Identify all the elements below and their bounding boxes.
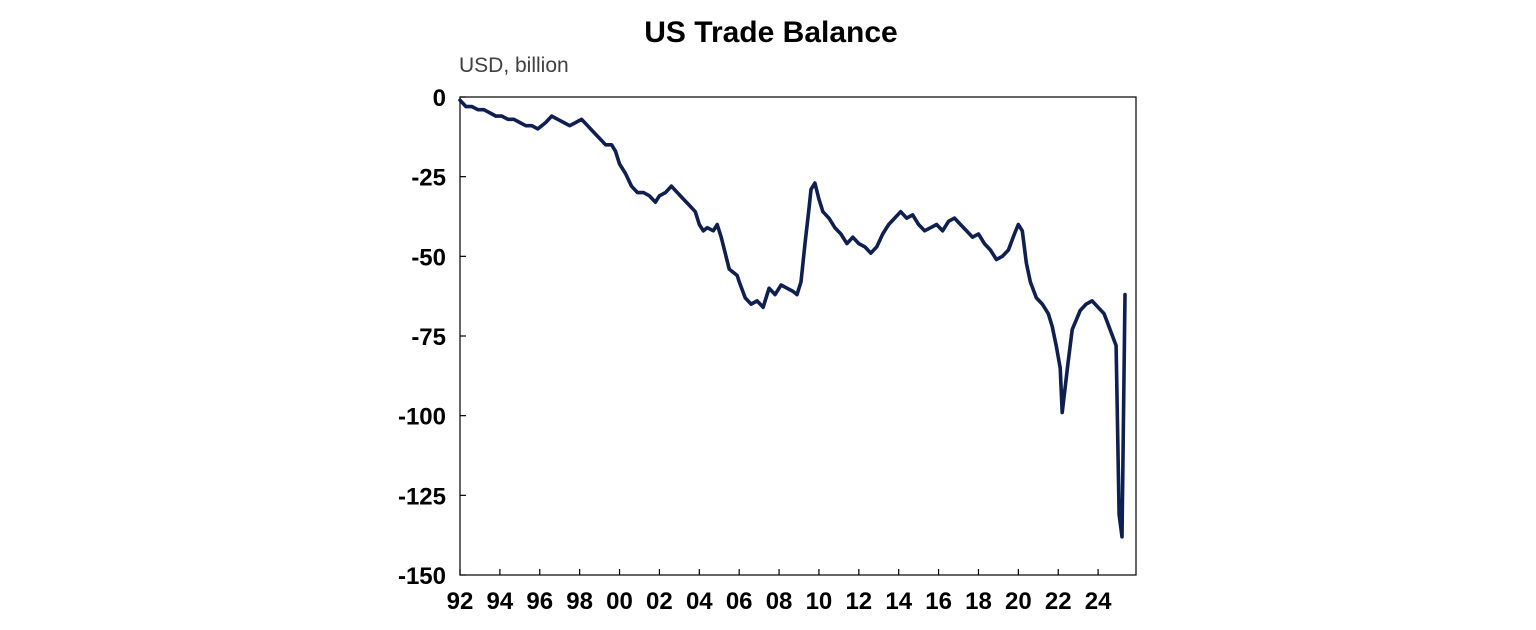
plot-area-frame xyxy=(459,96,1137,576)
chart-title: US Trade Balance xyxy=(644,16,897,49)
trade-balance-line xyxy=(458,98,1127,539)
x-tick-label: 14 xyxy=(885,588,912,615)
y-tick-label: 0 xyxy=(433,85,446,112)
x-tick-label: 12 xyxy=(845,588,872,615)
x-tick-label: 10 xyxy=(806,588,833,615)
y-tick-label: -150 xyxy=(398,563,446,590)
y-tick-label: -125 xyxy=(398,483,446,510)
x-tick-label: 96 xyxy=(526,588,553,615)
x-tick-label: 18 xyxy=(965,588,992,615)
x-tick-label: 16 xyxy=(925,588,952,615)
x-tick-label: 92 xyxy=(447,588,474,615)
series-layer xyxy=(458,98,1127,539)
y-tick-label: -75 xyxy=(411,324,446,351)
x-tick-label: 00 xyxy=(606,588,633,615)
x-tick-label: 02 xyxy=(646,588,673,615)
x-tick-label: 98 xyxy=(566,588,593,615)
x-tick-label: 06 xyxy=(726,588,753,615)
y-axis-unit-label: USD, billion xyxy=(459,54,569,77)
x-tick-label: 22 xyxy=(1045,588,1072,615)
y-tick-label: -100 xyxy=(398,404,446,431)
x-tick-label: 08 xyxy=(766,588,793,615)
x-tick-label: 20 xyxy=(1005,588,1032,615)
x-tick-label: 94 xyxy=(487,588,514,615)
y-axis: 0 -25 -50 -75 -100 -125 -150 xyxy=(398,85,466,590)
y-tick-label: -50 xyxy=(411,244,446,271)
x-tick-label: 24 xyxy=(1085,588,1112,615)
x-tick-label: 04 xyxy=(686,588,713,615)
x-axis: 92 94 96 98 00 02 04 06 08 10 12 14 16 18 20 22 24 xyxy=(447,569,1112,615)
y-tick-label: -25 xyxy=(411,165,446,192)
